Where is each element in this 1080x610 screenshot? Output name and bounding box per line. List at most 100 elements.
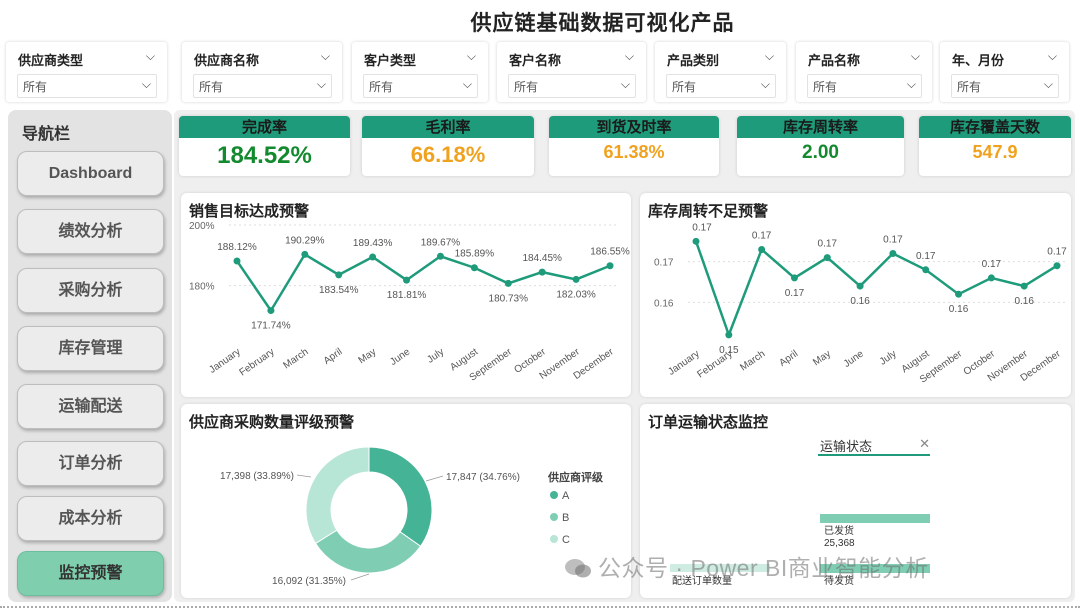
data-label: 0.15 [719,345,739,356]
y-tick-label: 180% [189,282,215,293]
nav-item-0[interactable]: Dashboard [17,151,164,196]
data-label: 0.17 [1047,247,1067,258]
data-point [987,274,995,282]
chevron-down-icon[interactable]: ⌵ [316,77,326,91]
chevron-down-icon[interactable]: ⌵ [910,49,920,63]
nav-item-2[interactable]: 采购分析 [17,268,164,313]
leader-line [425,475,444,482]
data-point [436,252,444,260]
filter-value: 所有 [672,80,697,94]
chevron-down-icon[interactable]: ⌵ [141,77,151,91]
nav-item-1[interactable]: 绩效分析 [17,209,164,254]
y-tick-label: 200% [189,221,215,232]
data-point [572,275,580,283]
data-label: 183.54% [319,285,359,296]
filter-0[interactable]: 供应商类型 ⌵ 所有 ⌵ [6,42,167,102]
transport-slicer[interactable]: 运输状态 ✕ [818,436,930,456]
data-point [1053,262,1061,270]
data-label: 0.16 [850,296,870,307]
data-point [538,268,546,276]
transport-title: 订单运输状态监控 [648,414,769,431]
filter-2[interactable]: 客户类型 ⌵ 所有 ⌵ [352,42,488,102]
nav-item-6[interactable]: 成本分析 [17,496,164,541]
legend-marker [550,491,558,499]
data-label: 0.17 [916,251,936,262]
nav-item-3[interactable]: 库存管理 [17,326,164,371]
data-point [823,254,831,262]
kpi-value: 61.38% [603,142,665,162]
kpi-label: 完成率 [179,116,350,138]
filter-5[interactable]: 产品名称 ⌵ 所有 ⌵ [796,42,932,102]
supplier-panel: 供应商采购数量评级预警 17,847 (34.76%) 16,092 (31.35… [181,404,631,598]
bar-shipped [820,514,930,523]
series-line [235,252,611,313]
x-tick-label: February [238,346,277,378]
data-point [856,282,864,290]
chevron-down-icon[interactable]: ⌵ [620,77,630,91]
close-icon[interactable]: ✕ [919,436,930,451]
legend-item: A [562,490,570,502]
data-label: 0.16 [1014,296,1034,307]
filter-dropdown[interactable]: 所有 ⌵ [193,74,332,98]
data-label: 0.17 [752,230,772,241]
data-label: 171.74% [251,321,291,332]
sales-target-panel: 销售目标达成预警 200% 180% 188.12% January 171.74% Fe… [181,193,631,397]
data-point [725,331,733,339]
filter-dropdown[interactable]: 所有 ⌵ [666,74,776,98]
chevron-down-icon[interactable]: ⌵ [1043,77,1053,91]
filter-6[interactable]: 年、月份 ⌵ 所有 ⌵ [940,42,1069,102]
chevron-down-icon[interactable]: ⌵ [462,77,472,91]
filter-label: 供应商名称 [194,53,260,68]
chevron-down-icon[interactable]: ⌵ [320,49,330,63]
filter-value: 所有 [369,80,394,94]
filter-4[interactable]: 产品类别 ⌵ 所有 ⌵ [655,42,786,102]
kpi-value: 547.9 [972,142,1018,162]
data-label: 188.12% [217,242,257,253]
x-tick-label: February [695,348,734,380]
supplier-donut-chart: 17,847 (34.76%) 16,092 (31.35%) 17,398 (33… [220,446,604,587]
x-tick-label: March [281,346,310,371]
turnover-title: 库存周转不足预警 [648,203,769,220]
filter-dropdown[interactable]: 所有 ⌵ [951,74,1059,98]
chevron-down-icon[interactable]: ⌵ [906,77,916,91]
data-label: 0.17 [818,239,838,250]
nav-item-4[interactable]: 运输配送 [17,384,164,429]
data-point [267,307,275,315]
chevron-down-icon[interactable]: ⌵ [764,49,774,63]
filter-1[interactable]: 供应商名称 ⌵ 所有 ⌵ [182,42,342,102]
filter-dropdown[interactable]: 所有 ⌵ [363,74,478,98]
chevron-down-icon[interactable]: ⌵ [1047,49,1057,63]
chevron-down-icon[interactable]: ⌵ [145,49,155,63]
data-point [1020,282,1028,290]
filter-dropdown[interactable]: 所有 ⌵ [17,74,157,98]
filter-value: 所有 [23,80,48,94]
chevron-down-icon[interactable]: ⌵ [760,77,770,91]
data-point [922,266,930,274]
data-label: 189.67% [421,237,461,248]
bar-orders [670,564,770,572]
data-point [470,264,478,272]
nav-item-5[interactable]: 订单分析 [17,441,164,486]
nav-item-7[interactable]: 监控预警 [17,551,164,596]
data-label: 180.73% [489,293,529,304]
kpi-label: 库存周转率 [737,116,904,138]
kpi-value: 2.00 [802,142,839,163]
kpi-label: 库存覆盖天数 [919,116,1071,138]
kpi-card: 到货及时率 61.38% [549,116,719,176]
donut-slice-C [305,446,370,545]
x-tick-label: May [357,346,379,366]
filter-3[interactable]: 客户名称 ⌵ 所有 ⌵ [497,42,646,102]
data-label: 189.43% [353,238,393,249]
filter-dropdown[interactable]: 所有 ⌵ [508,74,636,98]
chevron-down-icon[interactable]: ⌵ [466,49,476,63]
kpi-label: 毛利率 [362,116,534,138]
filter-label: 客户类型 [364,53,417,68]
data-point [301,250,309,258]
x-tick-label: July [878,348,899,367]
filter-dropdown[interactable]: 所有 ⌵ [807,74,922,98]
kpi-card: 毛利率 66.18% [362,116,534,176]
chevron-down-icon[interactable]: ⌵ [624,49,634,63]
watermark-text: 公众号 · Power BI商业智能分析 [598,555,929,581]
filter-value: 所有 [813,80,838,94]
